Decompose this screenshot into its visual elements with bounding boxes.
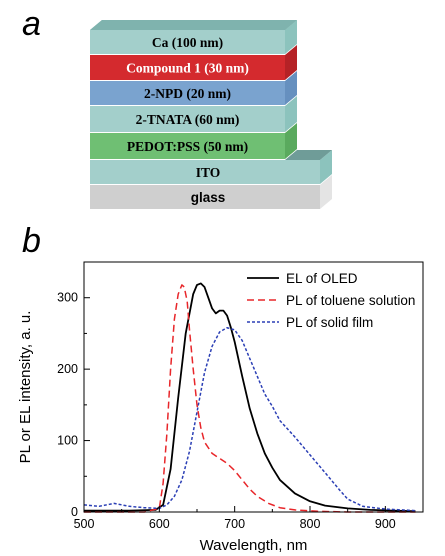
layer-front-face	[90, 106, 285, 132]
y-tick-label: 100	[57, 434, 78, 448]
series-line	[84, 284, 416, 513]
layer-label: glass	[191, 190, 226, 205]
axis-ticks: 500 600 700 800 900 0 100 200 300	[57, 291, 396, 531]
x-axis-title: Wavelength, nm	[200, 537, 308, 554]
y-axis-title: PL or EL intensity, a. u.	[17, 311, 34, 464]
x-tick-label: 600	[149, 517, 170, 531]
layer-front-face	[90, 133, 285, 159]
plot-series	[83, 282, 416, 513]
stack-layer: glass	[90, 175, 332, 209]
x-tick-label: 900	[375, 517, 396, 531]
legend-entry: PL of solid film	[286, 315, 373, 330]
layer-top-face	[90, 20, 297, 30]
plot-frame	[83, 261, 424, 513]
layer-label: 2-TNATA (60 nm)	[136, 112, 240, 127]
legend: EL of OLED PL of toluene solution PL of so…	[247, 271, 415, 330]
stack-layer: Compound 1 (30 nm)	[90, 45, 297, 80]
layer-side-face	[285, 123, 297, 159]
layer-side-face	[285, 20, 297, 54]
layer-side-face	[285, 71, 297, 105]
panel-label-a: a	[22, 5, 41, 43]
legend-entry: EL of OLED	[286, 271, 358, 286]
stack-layer: PEDOT:PSS (50 nm)	[90, 123, 297, 159]
layer-label: PEDOT:PSS (50 nm)	[127, 139, 248, 154]
series-line	[83, 326, 416, 512]
layer-top-face	[285, 150, 332, 160]
layer-front-face	[90, 30, 285, 54]
panel-label-b: b	[22, 222, 41, 260]
legend-entry: PL of toluene solution	[286, 293, 415, 308]
layer-front-face	[90, 81, 285, 105]
device-layer-stack: Ca (100 nm) Compound 1 (30 nm) 2-NPD (20 n…	[90, 20, 332, 209]
y-tick-label: 300	[57, 291, 78, 305]
series-line	[84, 282, 416, 513]
x-tick-label: 700	[224, 517, 245, 531]
layer-side-face	[285, 45, 297, 80]
layer-label: 2-NPD (20 nm)	[144, 86, 231, 101]
layer-side-face	[320, 150, 332, 184]
stack-layer: 2-TNATA (60 nm)	[90, 96, 297, 132]
layer-front-face	[90, 55, 285, 80]
layer-front-face	[90, 185, 320, 209]
spectra-chart: 500 600 700 800 900 0 100 200 300 Wavelength, nm…	[17, 261, 424, 554]
stack-layer: ITO	[90, 150, 332, 184]
stack-layer: Ca (100 nm)	[90, 20, 297, 54]
y-tick-label: 200	[57, 362, 78, 376]
layer-label: Compound 1 (30 nm)	[126, 61, 249, 76]
layer-front-face	[90, 160, 320, 184]
x-tick-label: 800	[300, 517, 321, 531]
layer-label: ITO	[196, 165, 221, 180]
layer-side-face	[285, 96, 297, 132]
stack-layer: 2-NPD (20 nm)	[90, 71, 297, 105]
y-tick-label: 0	[71, 505, 78, 519]
layer-side-face	[320, 175, 332, 209]
x-tick-label: 500	[74, 517, 95, 531]
layer-label: Ca (100 nm)	[152, 35, 223, 50]
